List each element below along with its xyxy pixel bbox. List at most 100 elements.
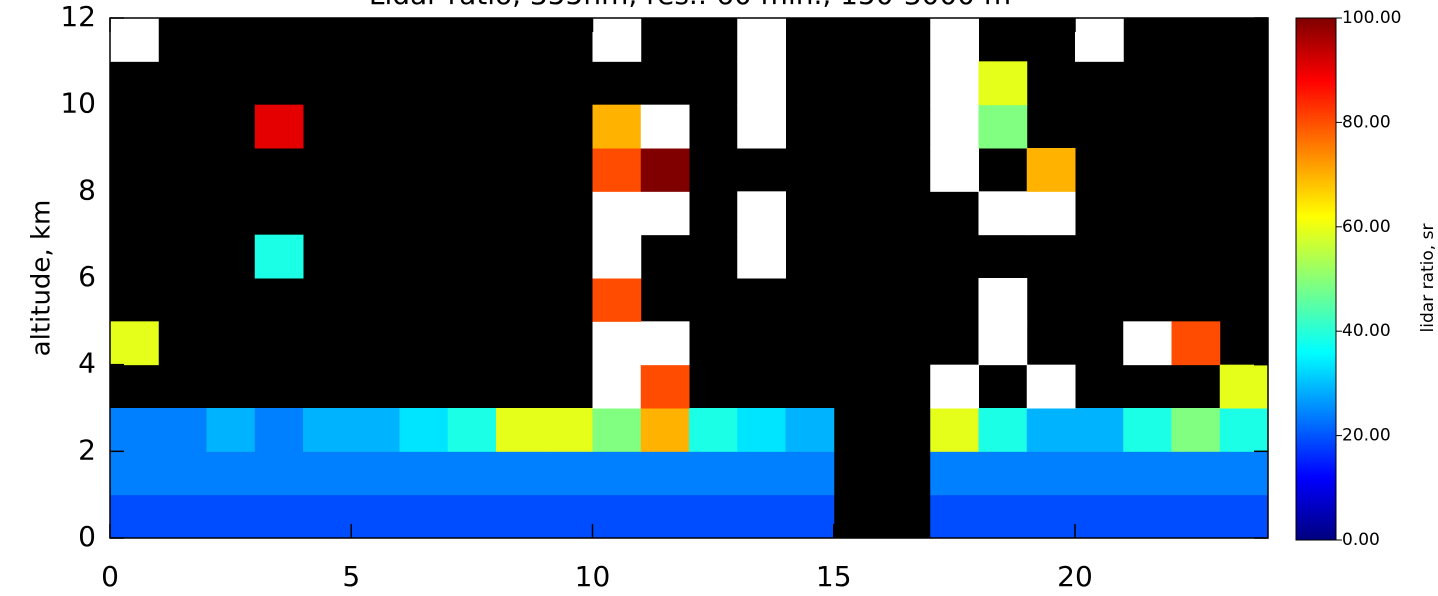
heatmap-cell — [158, 408, 207, 452]
heatmap-cell — [737, 18, 786, 62]
chart-title: Lidar ratio, 355nm, res.: 60 min., 150-3… — [369, 0, 1011, 11]
y-tick-label: 6 — [78, 260, 96, 293]
heatmap-cell — [737, 104, 786, 149]
colorbar-tick-label: 80.00 — [1342, 112, 1391, 132]
heatmap-cell — [930, 451, 979, 496]
y-tick-label: 4 — [78, 347, 96, 380]
heatmap-cell — [110, 18, 159, 62]
heatmap-cell — [1026, 494, 1076, 539]
heatmap-cell — [1123, 494, 1172, 539]
heatmap-cell — [110, 494, 159, 539]
heatmap-cell — [930, 104, 979, 149]
heatmap-cell — [592, 494, 642, 539]
y-tick-label: 8 — [78, 173, 96, 206]
y-axis-label: altitude, km — [27, 200, 57, 357]
heatmap-cell — [978, 408, 1028, 452]
heatmap-cell — [544, 494, 593, 539]
x-tick-label: 15 — [816, 560, 852, 593]
heatmap-cell — [978, 494, 1028, 539]
heatmap-cell — [640, 451, 690, 496]
heatmap-cell — [303, 451, 352, 496]
heatmap-cell — [592, 408, 642, 452]
heatmap-cell — [1026, 148, 1076, 192]
heatmap-cell — [1123, 451, 1172, 496]
heatmap-cell — [206, 408, 256, 452]
heatmap-cell — [640, 321, 690, 366]
heatmap-cell — [544, 408, 593, 452]
colorbar-label: lidar ratio, sr — [1418, 224, 1438, 333]
heatmap-cell — [592, 364, 642, 409]
heatmap-cell — [1171, 408, 1221, 452]
x-tick-label: 5 — [342, 560, 360, 593]
heatmap-cell — [930, 18, 979, 62]
heatmap-cell — [592, 451, 642, 496]
heatmap-cell — [1219, 408, 1269, 452]
heatmap-cell — [1075, 408, 1124, 452]
heatmap-cell — [640, 191, 690, 236]
heatmap-cell — [399, 494, 449, 539]
heatmap-cell — [978, 278, 1028, 322]
heatmap-cell — [592, 148, 642, 192]
y-tick-label: 10 — [60, 87, 96, 120]
heatmap-cell — [640, 408, 690, 452]
heatmap-cell — [592, 321, 642, 366]
heatmap-cell — [447, 451, 497, 496]
heatmap-cell — [1075, 494, 1124, 539]
heatmap-cell — [930, 61, 979, 106]
heatmap-cell — [1171, 494, 1221, 539]
heatmap-cell — [1171, 451, 1221, 496]
heatmap-cell — [110, 408, 159, 452]
heatmap-cell — [1075, 18, 1124, 62]
heatmap-cell — [1026, 451, 1076, 496]
x-tick-label: 20 — [1057, 560, 1093, 593]
x-tick-label: 10 — [575, 560, 611, 593]
heatmap-cell — [737, 494, 786, 539]
heatmap-cell — [785, 408, 835, 452]
heatmap-cell — [1123, 321, 1172, 366]
heatmap-cell — [978, 191, 1028, 236]
heatmap-cell — [206, 494, 256, 539]
heatmap-cell — [254, 408, 304, 452]
heatmap-cell — [447, 408, 497, 452]
heatmap-cell — [351, 451, 400, 496]
heatmap-cell — [1219, 494, 1269, 539]
heatmap-cell — [592, 18, 642, 62]
y-tick-label: 0 — [78, 520, 96, 553]
y-tick-label: 2 — [78, 433, 96, 466]
heatmap-cell — [785, 451, 835, 496]
colorbar-tick-label: 20.00 — [1342, 426, 1391, 446]
heatmap-cell — [930, 494, 979, 539]
heatmap-cell — [1219, 451, 1269, 496]
heatmap-cell — [1123, 408, 1172, 452]
heatmap-cell — [978, 61, 1028, 106]
heatmap-cell — [447, 494, 497, 539]
heatmap-cell — [737, 451, 786, 496]
heatmap-cell — [496, 494, 545, 539]
heatmap-cell — [737, 191, 786, 236]
heatmap-cell — [1219, 364, 1269, 409]
heatmap-cell — [158, 451, 207, 496]
heatmap-cell — [592, 234, 642, 279]
heatmap-cell — [110, 451, 159, 496]
x-tick-label: 0 — [101, 560, 119, 593]
heatmap-cell — [592, 104, 642, 149]
heatmap-cell — [496, 451, 545, 496]
heatmap-cell — [978, 104, 1028, 149]
heatmap-cell — [1171, 321, 1221, 366]
heatmap-cell — [254, 104, 304, 149]
heatmap-cell — [303, 494, 352, 539]
heatmap-cell — [640, 148, 690, 192]
heatmap-cell — [592, 191, 642, 236]
heatmap-cell — [496, 408, 545, 452]
heatmap-cell — [1026, 364, 1076, 409]
heatmap-cell — [254, 451, 304, 496]
heatmap-cell — [737, 408, 786, 452]
heatmap-cell — [303, 408, 352, 452]
heatmap-cell — [158, 494, 207, 539]
heatmap-cell — [110, 321, 159, 366]
colorbar-tick-label: 0.00 — [1342, 530, 1380, 550]
heatmap-cell — [254, 234, 304, 279]
heatmap-cell — [351, 494, 400, 539]
heatmap-cell — [737, 234, 786, 279]
heatmap-cell — [930, 364, 979, 409]
